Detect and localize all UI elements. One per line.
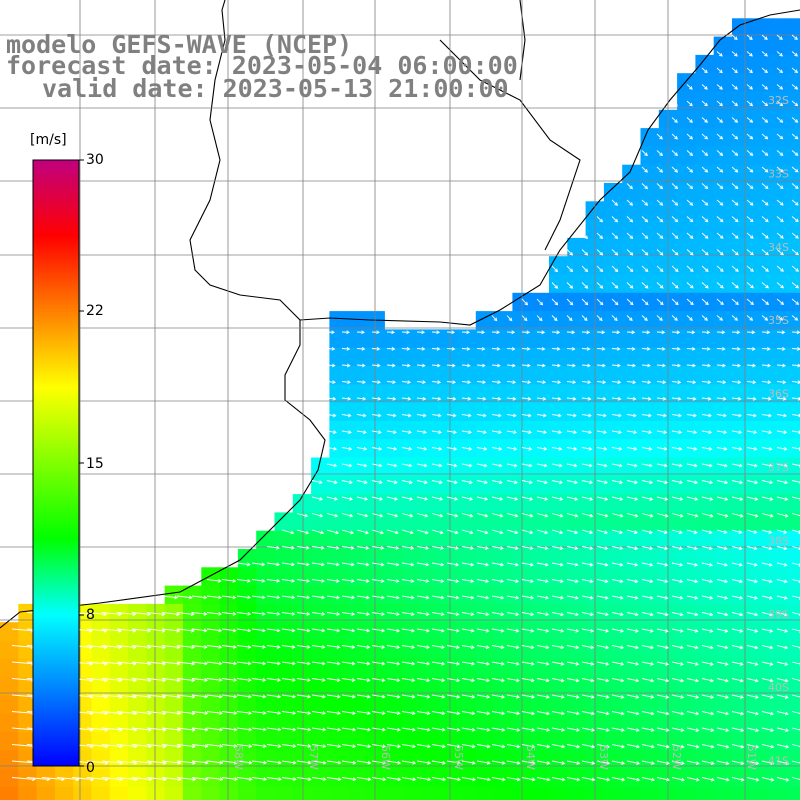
colorbar-unit: [m/s]: [30, 132, 67, 148]
latitude-label: 40S: [768, 681, 789, 694]
latitude-label: 36S: [768, 388, 789, 401]
colorbar-tick: 30: [86, 152, 104, 168]
colorbar-tick: 0: [86, 760, 95, 776]
latitude-label: 32S: [768, 94, 789, 107]
colorbar-tick: 22: [86, 303, 104, 319]
colorbar-tick: 15: [86, 456, 104, 472]
latitude-label: 38S: [768, 534, 789, 547]
model-title: modelo GEFS-WAVE (NCEP): [6, 30, 353, 59]
colorbar: [32, 159, 80, 767]
latitude-label: 41S: [768, 755, 789, 768]
latitude-label: 35S: [768, 314, 789, 327]
longitude-label: 56W: [379, 745, 392, 770]
latitude-label: 39S: [768, 608, 789, 621]
longitude-label: 52W: [670, 745, 683, 770]
longitude-label: 57W: [307, 745, 320, 770]
latitude-label: 33S: [768, 167, 789, 180]
longitude-label: 58W: [232, 745, 245, 770]
colorbar-tick: 8: [86, 607, 95, 623]
longitude-label: 54W: [524, 745, 537, 770]
latitude-label: 34S: [768, 241, 789, 254]
forecast-date: forecast date: 2023-05-04 06:00:00: [6, 51, 518, 80]
longitude-label: 55W: [452, 745, 465, 770]
valid-date: valid date: 2023-05-13 21:00:00: [42, 74, 509, 103]
latitude-label: 37S: [768, 461, 789, 474]
longitude-label: 51W: [745, 745, 758, 770]
longitude-label: 53W: [597, 745, 610, 770]
